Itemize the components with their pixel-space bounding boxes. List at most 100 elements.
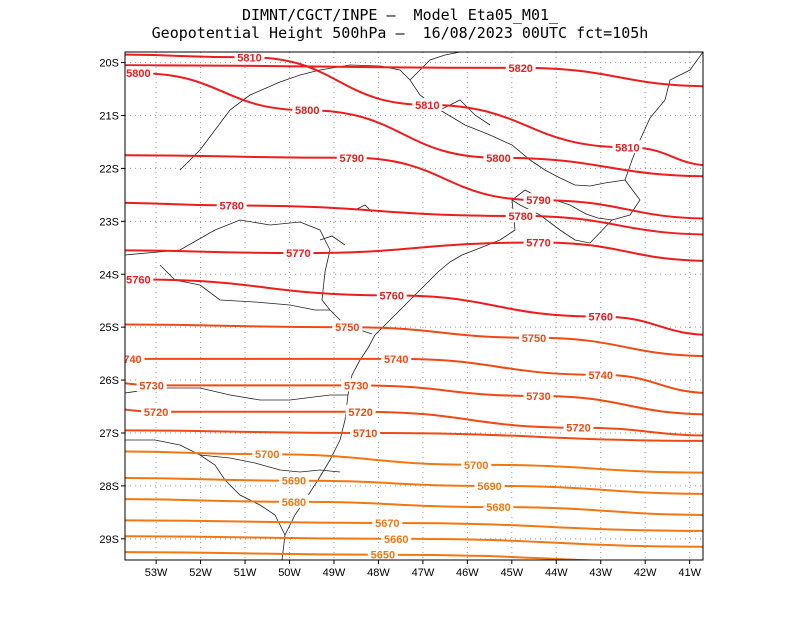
contour-label: 5780	[508, 211, 532, 223]
contour-label-bg	[505, 209, 536, 223]
contour-label-bg	[372, 515, 403, 529]
lat-tick-label: 29S	[99, 534, 119, 546]
contour-labels: 5650 5660 5670 5680 5680 5690 5690 5700 5700 5710…	[125, 52, 643, 560]
contour-label-bg	[523, 235, 554, 249]
lon-tick-label: 46W	[456, 567, 479, 579]
contour-label: 5680	[282, 497, 306, 509]
contour-label-bg	[278, 494, 309, 508]
contour-label-bg	[234, 52, 265, 64]
contour-label: 5740	[588, 370, 612, 382]
lon-tick-label: 51W	[234, 567, 257, 579]
state-border	[439, 99, 491, 126]
contour-label: 5780	[219, 200, 243, 212]
lon-tick-label: 41W	[678, 567, 701, 579]
contour-label-bg	[125, 351, 145, 365]
lon-tick-label: 43W	[589, 567, 612, 579]
contour-label: 5700	[255, 449, 279, 461]
contour-5730	[125, 382, 703, 416]
state-border	[125, 219, 331, 311]
contour-5650	[125, 551, 606, 560]
contour-5780	[125, 201, 703, 236]
contour-label-bg	[381, 531, 412, 545]
contour-label-bg	[252, 447, 283, 461]
contour-label-bg	[474, 478, 505, 492]
contour-label: 5810	[615, 142, 639, 154]
state-border	[511, 199, 613, 244]
contour-label-bg	[505, 60, 536, 74]
contour-5750	[125, 323, 703, 358]
lon-tick-label: 53W	[145, 567, 168, 579]
contour-label-bg	[216, 198, 247, 212]
lon-tick-label: 49W	[323, 567, 346, 579]
contour-label: 5810	[415, 100, 439, 112]
lon-tick-label: 45W	[501, 567, 524, 579]
lat-tick-label: 21S	[99, 111, 119, 123]
contour-label: 5760	[588, 312, 612, 324]
contour-label: 5730	[526, 391, 550, 403]
state-border	[179, 64, 626, 187]
contour-label: 5710	[353, 428, 377, 440]
contour-5690	[125, 477, 703, 495]
lon-tick-label: 42W	[634, 567, 657, 579]
coastline	[281, 52, 703, 560]
contour-label-bg	[519, 330, 550, 344]
lat-tick-label: 20S	[99, 58, 119, 70]
contour-label-bg	[367, 547, 398, 560]
map-title-line1: DIMNT/CGCT/INPE – Model Eta05_M01_	[241, 6, 559, 24]
lat-tick-label: 27S	[99, 428, 119, 440]
contour-5700	[125, 450, 703, 474]
contour-label-bg	[141, 404, 172, 418]
contour-label-bg	[483, 150, 514, 164]
contour-label: 5670	[375, 518, 399, 530]
coastline-and-borders	[125, 52, 703, 560]
lat-tick-label: 26S	[99, 375, 119, 387]
contour-5770	[125, 241, 703, 262]
contour-label-bg	[292, 103, 323, 117]
lat-tick-label: 23S	[99, 216, 119, 228]
contour-label-bg	[563, 420, 594, 434]
contour-label-bg	[136, 378, 167, 392]
contour-label-bg	[278, 473, 309, 487]
contour-label: 5770	[286, 248, 310, 260]
contour-label-bg	[345, 404, 376, 418]
contour-label: 5800	[295, 105, 319, 117]
contour-label-bg	[523, 193, 554, 207]
contour-label: 5760	[126, 275, 150, 287]
contour-label: 5730	[139, 380, 163, 392]
contour-label: 5760	[380, 290, 404, 302]
contour-label: 5800	[486, 153, 510, 165]
lat-tick-label: 22S	[99, 163, 119, 175]
plot-frame	[124, 51, 704, 561]
contour-label: 5720	[144, 407, 168, 419]
contour-label-bg	[412, 97, 443, 111]
contour-label: 5800	[126, 68, 150, 80]
lon-tick-label: 50W	[278, 567, 301, 579]
contour-label: 5720	[348, 407, 372, 419]
state-border	[409, 52, 461, 81]
contour-label-bg	[350, 426, 381, 439]
contour-label-bg	[341, 378, 372, 392]
lat-tick-label: 25S	[99, 322, 119, 334]
lat-tick-label: 24S	[99, 269, 119, 281]
contour-label-bg	[523, 388, 554, 402]
contour-5820	[125, 64, 703, 88]
contour-label-bg	[612, 140, 643, 154]
contour-label: 5820	[508, 63, 532, 75]
contour-label: 5750	[335, 322, 359, 334]
lat-tick-label: 28S	[99, 481, 119, 493]
contour-label-bg	[381, 351, 412, 365]
contour-label: 5680	[486, 502, 510, 514]
contour-label-bg	[376, 288, 407, 302]
contour-label: 5750	[522, 333, 546, 345]
contour-label-bg	[283, 246, 314, 260]
contour-label: 5720	[566, 423, 590, 435]
state-border	[319, 235, 346, 246]
contour-label: 5690	[282, 476, 306, 488]
latitude-axis: 20S 21S 22S 23S 24S 25S 26S 27S 28S 29S	[99, 58, 125, 546]
contour-label: 5730	[344, 380, 368, 392]
contour-label-bg	[585, 309, 616, 323]
state-border	[125, 439, 286, 536]
lon-tick-label: 47W	[412, 567, 435, 579]
contour-label-bg	[585, 367, 616, 381]
